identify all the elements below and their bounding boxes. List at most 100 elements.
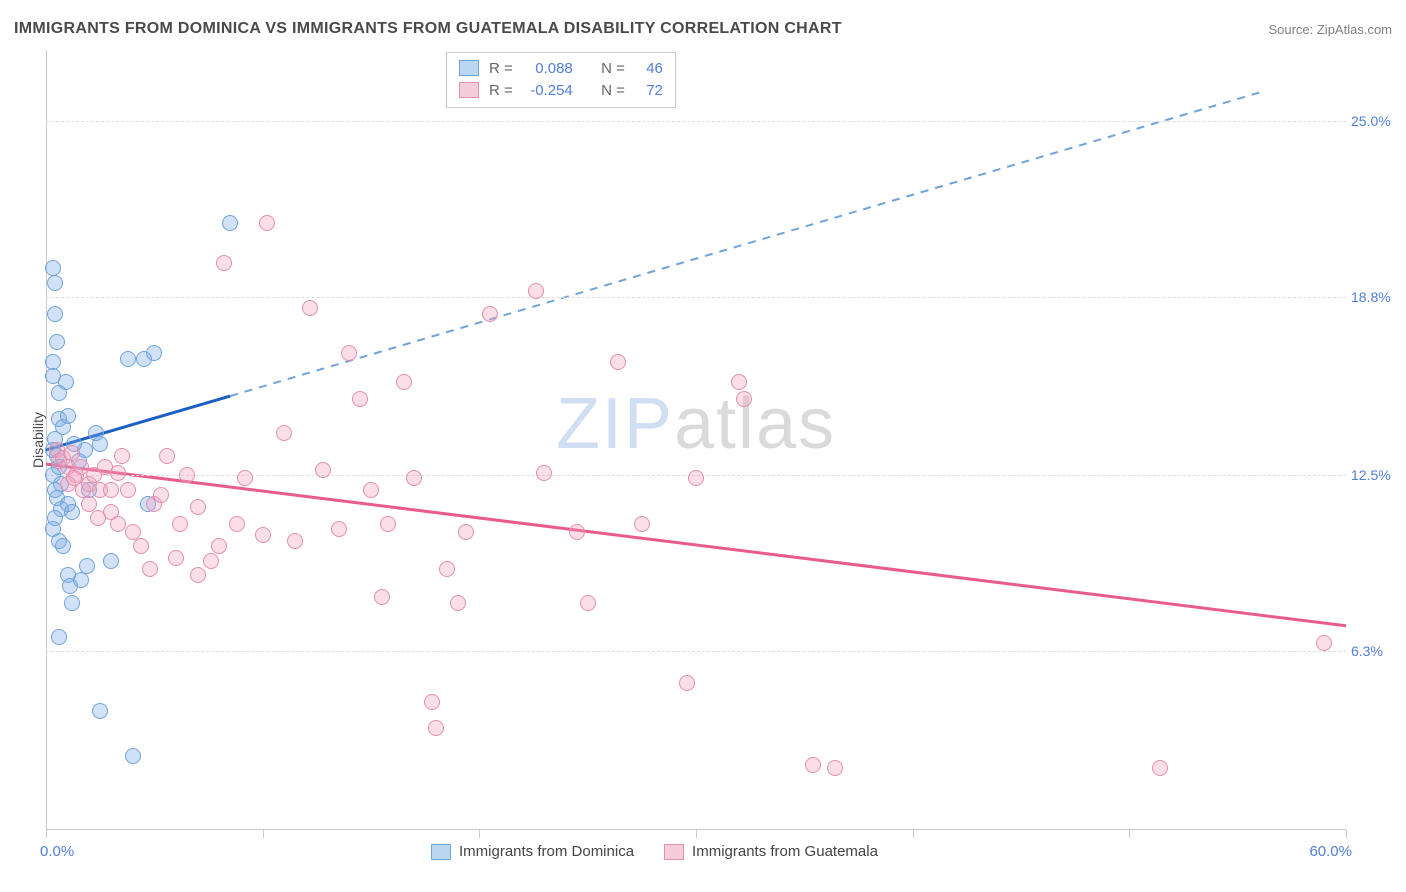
data-point-series2 xyxy=(1152,760,1168,776)
data-point-series1 xyxy=(47,275,63,291)
legend-swatch-series1 xyxy=(431,844,451,860)
data-point-series2 xyxy=(341,345,357,361)
data-point-series1 xyxy=(88,425,104,441)
data-point-series2 xyxy=(610,354,626,370)
stats-row-series2: R = -0.254 N = 72 xyxy=(459,79,663,101)
y-tick-label: 18.8% xyxy=(1351,289,1406,305)
gridline xyxy=(46,121,1346,122)
data-point-series2 xyxy=(363,482,379,498)
r-value-series1: 0.088 xyxy=(523,60,573,77)
data-point-series2 xyxy=(439,561,455,577)
x-tick xyxy=(1129,830,1130,838)
data-point-series2 xyxy=(482,306,498,322)
correlation-stats-box: R = 0.088 N = 46 R = -0.254 N = 72 xyxy=(446,52,676,108)
data-point-series2 xyxy=(536,465,552,481)
data-point-series2 xyxy=(110,516,126,532)
data-point-series1 xyxy=(45,521,61,537)
data-point-series2 xyxy=(110,465,126,481)
data-point-series2 xyxy=(302,300,318,316)
source-label: Source: ZipAtlas.com xyxy=(1268,22,1392,37)
data-point-series1 xyxy=(47,306,63,322)
data-point-series2 xyxy=(458,524,474,540)
x-tick xyxy=(479,830,480,838)
data-point-series2 xyxy=(190,567,206,583)
trend-lines-layer xyxy=(46,50,1346,830)
data-point-series2 xyxy=(331,521,347,537)
data-point-series1 xyxy=(222,215,238,231)
data-point-series2 xyxy=(133,538,149,554)
data-point-series1 xyxy=(125,748,141,764)
data-point-series2 xyxy=(528,283,544,299)
data-point-series2 xyxy=(580,595,596,611)
data-point-series2 xyxy=(315,462,331,478)
data-point-series2 xyxy=(287,533,303,549)
x-tick xyxy=(1346,830,1347,838)
data-point-series2 xyxy=(103,482,119,498)
data-point-series1 xyxy=(45,260,61,276)
y-tick-label: 6.3% xyxy=(1351,643,1406,659)
stats-swatch-series1 xyxy=(459,60,479,76)
watermark-part1: ZIP xyxy=(556,384,674,464)
data-point-series2 xyxy=(731,374,747,390)
data-point-series1 xyxy=(103,553,119,569)
data-point-series2 xyxy=(396,374,412,390)
data-point-series1 xyxy=(73,572,89,588)
data-point-series1 xyxy=(60,408,76,424)
x-axis-min-label: 0.0% xyxy=(40,843,74,860)
legend: Immigrants from Dominica Immigrants from… xyxy=(431,843,878,860)
data-point-series1 xyxy=(51,629,67,645)
legend-label-series1: Immigrants from Dominica xyxy=(459,843,634,860)
data-point-series2 xyxy=(120,482,136,498)
n-label: N = xyxy=(601,60,625,77)
data-point-series1 xyxy=(92,703,108,719)
legend-swatch-series2 xyxy=(664,844,684,860)
data-point-series2 xyxy=(153,487,169,503)
data-point-series2 xyxy=(406,470,422,486)
data-point-series2 xyxy=(190,499,206,515)
watermark: ZIPatlas xyxy=(556,383,836,465)
data-point-series2 xyxy=(805,757,821,773)
data-point-series2 xyxy=(450,595,466,611)
n-value-series2: 72 xyxy=(635,82,663,99)
data-point-series2 xyxy=(229,516,245,532)
r-label: R = xyxy=(489,82,513,99)
r-value-series2: -0.254 xyxy=(523,82,573,99)
gridline xyxy=(46,297,1346,298)
data-point-series2 xyxy=(428,720,444,736)
data-point-series2 xyxy=(736,391,752,407)
data-point-series2 xyxy=(255,527,271,543)
data-point-series2 xyxy=(211,538,227,554)
y-tick-label: 25.0% xyxy=(1351,113,1406,129)
data-point-series2 xyxy=(172,516,188,532)
r-label: R = xyxy=(489,60,513,77)
data-point-series2 xyxy=(634,516,650,532)
data-point-series2 xyxy=(827,760,843,776)
data-point-series1 xyxy=(64,595,80,611)
x-tick xyxy=(913,830,914,838)
chart-title: IMMIGRANTS FROM DOMINICA VS IMMIGRANTS F… xyxy=(14,20,842,38)
data-point-series2 xyxy=(569,524,585,540)
y-tick-label: 12.5% xyxy=(1351,467,1406,483)
x-tick xyxy=(263,830,264,838)
x-tick xyxy=(46,830,47,838)
chart-header: IMMIGRANTS FROM DOMINICA VS IMMIGRANTS F… xyxy=(0,0,1406,48)
x-axis-max-label: 60.0% xyxy=(1309,843,1352,860)
data-point-series2 xyxy=(114,448,130,464)
gridline xyxy=(46,651,1346,652)
data-point-series2 xyxy=(142,561,158,577)
data-point-series2 xyxy=(688,470,704,486)
watermark-part2: atlas xyxy=(674,384,836,464)
stats-swatch-series2 xyxy=(459,82,479,98)
data-point-series2 xyxy=(380,516,396,532)
legend-label-series2: Immigrants from Guatemala xyxy=(692,843,878,860)
stats-row-series1: R = 0.088 N = 46 xyxy=(459,57,663,79)
data-point-series2 xyxy=(179,467,195,483)
data-point-series2 xyxy=(203,553,219,569)
data-point-series2 xyxy=(237,470,253,486)
data-point-series1 xyxy=(79,558,95,574)
legend-item-series2: Immigrants from Guatemala xyxy=(664,843,878,860)
data-point-series2 xyxy=(168,550,184,566)
data-point-series1 xyxy=(49,334,65,350)
data-point-series2 xyxy=(374,589,390,605)
data-point-series1 xyxy=(146,345,162,361)
